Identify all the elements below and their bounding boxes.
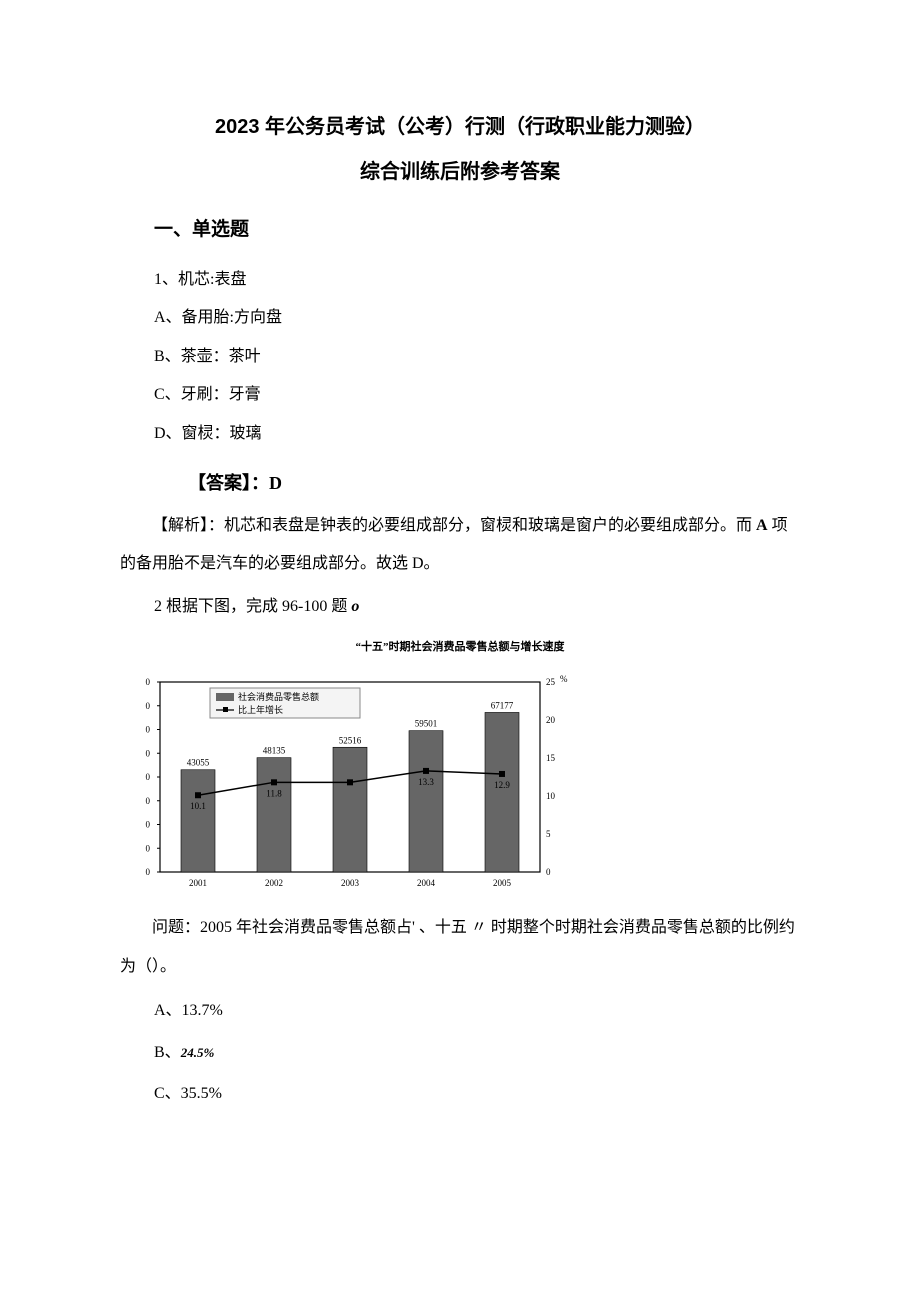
q1-stem: 1、机芯:表盘 bbox=[154, 261, 800, 299]
svg-text:0: 0 bbox=[146, 843, 151, 853]
explanation-bold: A bbox=[756, 517, 768, 534]
explanation-pre: 【解析】：机芯和表盘是钟表的必要组成部分，窗棂和玻璃是窗户的必要组成部分。而 bbox=[152, 517, 756, 534]
q2-pre: 2 根据下图，完成 96-100 题 bbox=[154, 598, 351, 615]
q2-question-ital: 〃 bbox=[471, 919, 487, 936]
svg-text:59501: 59501 bbox=[415, 719, 438, 729]
q2-optb-val: 24.5% bbox=[181, 1045, 215, 1060]
q2-option-a: A、13.7% bbox=[154, 990, 800, 1032]
svg-text:比上年增长: 比上年增长 bbox=[238, 704, 283, 715]
doc-title: 2023 年公务员考试（公考）行测（行政职业能力测验） bbox=[120, 110, 800, 139]
q1-option-c: C、牙刷：牙膏 bbox=[154, 376, 800, 414]
svg-text:0: 0 bbox=[146, 820, 151, 830]
q2-optb-pre: B、 bbox=[154, 1044, 181, 1061]
svg-text:52516: 52516 bbox=[339, 735, 362, 745]
q2-question-pre: 问题：2005 年社会消费品零售总额占' 、十五 bbox=[152, 919, 471, 936]
q2-option-c: C、35.5% bbox=[154, 1073, 800, 1115]
q2-option-b: B、24.5% bbox=[154, 1032, 800, 1074]
svg-text:0: 0 bbox=[546, 867, 551, 877]
svg-text:10.1: 10.1 bbox=[190, 801, 206, 811]
svg-text:11.8: 11.8 bbox=[266, 788, 282, 798]
q2-ital: o bbox=[351, 598, 359, 615]
svg-text:2004: 2004 bbox=[417, 878, 436, 888]
svg-text:5: 5 bbox=[546, 829, 551, 839]
svg-text:2003: 2003 bbox=[341, 878, 360, 888]
svg-text:社会消费品零售总额: 社会消费品零售总额 bbox=[238, 691, 319, 702]
svg-text:10: 10 bbox=[546, 791, 556, 801]
q1-option-a: A、备用胎:方向盘 bbox=[154, 299, 800, 337]
svg-text:0: 0 bbox=[146, 867, 151, 877]
q2-question: 问题：2005 年社会消费品零售总额占' 、十五 〃 时期整个时期社会消费品零售… bbox=[120, 909, 800, 986]
q1-option-b: B、茶壶：茶叶 bbox=[154, 338, 800, 376]
svg-text:15: 15 bbox=[546, 753, 556, 763]
q1-answer: 【答案】：D bbox=[188, 469, 800, 495]
doc-subtitle: 综合训练后附参考答案 bbox=[120, 155, 800, 184]
svg-text:2002: 2002 bbox=[265, 878, 283, 888]
answer-label-text: 【答案】： bbox=[188, 473, 269, 493]
svg-text:0: 0 bbox=[146, 701, 151, 711]
answer-letter: D bbox=[269, 473, 282, 493]
svg-text:0: 0 bbox=[146, 677, 151, 687]
svg-text:25: 25 bbox=[546, 677, 556, 687]
chart-svg: 0 5 10 15 20 25% 0 0 0 0 0 0 0 0 0 43055 2001 48135 2002 52… bbox=[140, 672, 580, 894]
svg-text:2001: 2001 bbox=[189, 878, 207, 888]
section-heading: 一、单选题 bbox=[154, 214, 800, 241]
svg-text:0: 0 bbox=[146, 725, 151, 735]
svg-text:48135: 48135 bbox=[263, 746, 286, 756]
svg-text:0: 0 bbox=[146, 796, 151, 806]
svg-text:43055: 43055 bbox=[187, 758, 210, 768]
svg-text:13.3: 13.3 bbox=[418, 777, 434, 787]
svg-text:20: 20 bbox=[546, 715, 556, 725]
svg-text:%: % bbox=[560, 674, 568, 684]
q1-option-d: D、窗棂：玻璃 bbox=[154, 415, 800, 453]
svg-text:67177: 67177 bbox=[491, 701, 514, 711]
svg-text:0: 0 bbox=[146, 748, 151, 758]
svg-text:12.9: 12.9 bbox=[494, 780, 510, 790]
svg-text:2005: 2005 bbox=[493, 878, 512, 888]
q2-stem: 2 根据下图，完成 96-100 题 o bbox=[154, 588, 800, 626]
document-page: 2023 年公务员考试（公考）行测（行政职业能力测验） 综合训练后附参考答案 一… bbox=[0, 0, 920, 1301]
chart-title: “十五”时期社会消费品零售总额与增长速度 bbox=[120, 638, 800, 654]
chart-container: 0 5 10 15 20 25% 0 0 0 0 0 0 0 0 0 43055 2001 48135 2002 52… bbox=[140, 672, 570, 899]
svg-text:0: 0 bbox=[146, 772, 151, 782]
q1-explanation: 【解析】：机芯和表盘是钟表的必要组成部分，窗棂和玻璃是窗户的必要组成部分。而 A… bbox=[120, 507, 800, 584]
